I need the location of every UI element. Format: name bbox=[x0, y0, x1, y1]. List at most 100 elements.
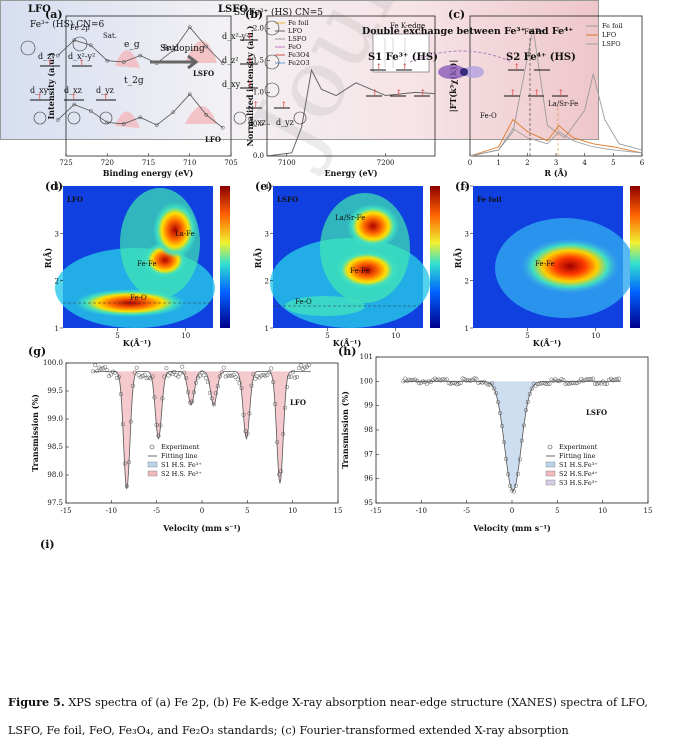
experiment-point bbox=[223, 374, 228, 379]
x-axis-label: Energy (eV) bbox=[324, 168, 377, 178]
experiment-point bbox=[283, 405, 288, 410]
xps-point bbox=[55, 53, 60, 58]
y-tick-label: 95 bbox=[364, 499, 373, 507]
xps-point bbox=[105, 58, 110, 63]
y-tick-label: 98.5 bbox=[47, 443, 63, 451]
experiment-point bbox=[213, 391, 218, 396]
ft-series-group bbox=[469, 28, 643, 157]
legend-entry: Experiment bbox=[161, 443, 200, 451]
experiment-point bbox=[251, 372, 256, 377]
experiment-point bbox=[476, 380, 481, 385]
x-tick-label: 0 bbox=[510, 507, 514, 515]
experiment-point bbox=[478, 379, 483, 385]
double-exchange-title: Double exchange between Fe³⁺ and Fe⁴⁺ bbox=[362, 26, 574, 37]
panel-label-c: (c) bbox=[448, 8, 466, 21]
x-tick-label: 705 bbox=[224, 159, 237, 167]
panel-label-e: (e) bbox=[255, 180, 273, 193]
experiment-point bbox=[190, 399, 195, 404]
svg-text:↑: ↑ bbox=[246, 81, 254, 91]
experiment-point bbox=[101, 366, 106, 371]
experiment-point bbox=[296, 366, 301, 371]
svg-text:↑: ↑ bbox=[513, 63, 521, 73]
xanes-chart: (b) Normalized intensity (a.u.) Energy (… bbox=[245, 8, 440, 178]
heatmap-title: Fe foil bbox=[477, 195, 502, 204]
experiment-point bbox=[150, 374, 155, 379]
experiment-point bbox=[227, 373, 232, 378]
lasrfe-hotspot bbox=[347, 204, 399, 248]
figure-caption: Figure 5. XPS spectra of (a) Fe 2p, (b) … bbox=[8, 688, 680, 745]
experiment-point bbox=[527, 391, 532, 396]
scheme-lsfo-title: LSFO bbox=[218, 4, 249, 15]
x-tick-label: 6 bbox=[640, 159, 645, 167]
svg-text:↑: ↑ bbox=[246, 57, 254, 67]
eg-label: e_g bbox=[124, 40, 140, 50]
experiment-point bbox=[517, 457, 522, 462]
experiment-point bbox=[616, 376, 621, 381]
experiment-point bbox=[407, 377, 412, 382]
experiment-point bbox=[152, 395, 157, 400]
experiment-point bbox=[215, 384, 220, 389]
experiment-point bbox=[502, 440, 507, 445]
svg-text:↑: ↑ bbox=[36, 93, 44, 103]
experiment-point bbox=[565, 381, 570, 386]
fefe-hotspot bbox=[335, 250, 399, 290]
legend-entry: S1 H.S.Fe³⁺ bbox=[559, 461, 598, 469]
experiment-point bbox=[587, 377, 592, 382]
experiment-point bbox=[209, 396, 214, 401]
experiment-point bbox=[458, 380, 463, 386]
x-tick-label: 710 bbox=[183, 159, 196, 167]
x-tick-label: 5 bbox=[115, 332, 119, 340]
experiment-point bbox=[263, 373, 268, 378]
experiment-point bbox=[166, 373, 171, 378]
feo-label: Fe-O bbox=[480, 112, 497, 120]
eg-level-2: d_x²-y² bbox=[68, 52, 96, 61]
sample-label: LSFO bbox=[586, 408, 607, 417]
experiment-point bbox=[140, 373, 145, 378]
experiment-point bbox=[598, 381, 604, 386]
experiment-point bbox=[591, 376, 596, 381]
x-tick-label: 5 bbox=[325, 332, 329, 340]
experiment-point bbox=[91, 369, 96, 374]
y-axis-label: R(Å) bbox=[453, 248, 463, 269]
experiment-point bbox=[602, 381, 608, 387]
svg-text:↑: ↑ bbox=[371, 89, 379, 99]
y-tick-label: 2 bbox=[465, 278, 469, 286]
legend-entry: S2 H.S.Fe⁴⁺ bbox=[559, 470, 598, 478]
experiment-point bbox=[108, 372, 114, 377]
experiment-point bbox=[130, 383, 135, 388]
lsfo-level-4: d_xz bbox=[248, 118, 266, 127]
experiment-point bbox=[424, 381, 429, 386]
experiment-point bbox=[265, 373, 270, 378]
experiment-point bbox=[294, 374, 300, 380]
experiment-point bbox=[525, 399, 530, 404]
x-tick-label: 715 bbox=[142, 159, 155, 167]
y-tick-label: 3 bbox=[265, 230, 269, 238]
experiment-point bbox=[132, 370, 137, 375]
experiment-point bbox=[142, 372, 147, 377]
legend-entry: S1 H.S. Fe³⁺ bbox=[161, 461, 202, 469]
s2-label: S2 Fe⁴⁺ (HS) bbox=[506, 52, 576, 63]
xps-point bbox=[171, 48, 176, 53]
xps-line-lsfo bbox=[57, 26, 224, 64]
x-tick-label: -5 bbox=[463, 507, 470, 515]
fefe-label: Fe-Fe bbox=[137, 260, 157, 268]
t2g-level-1: d_xy bbox=[30, 86, 49, 95]
xps-series-group bbox=[55, 25, 225, 130]
experiment-point bbox=[488, 382, 493, 387]
y-tick-label: 100 bbox=[360, 377, 373, 385]
experiment-point bbox=[466, 378, 471, 383]
experiment-point bbox=[235, 377, 240, 382]
experiment-point bbox=[505, 472, 511, 477]
x-tick-label: 10 bbox=[591, 332, 600, 340]
experiment-point bbox=[267, 370, 272, 375]
plot-frame bbox=[65, 362, 339, 504]
ft-line-fe-foil bbox=[469, 28, 643, 157]
moss-plot bbox=[401, 376, 621, 494]
x-axis-label: K(Å⁻¹) bbox=[123, 338, 152, 348]
y-tick-label: 1.5 bbox=[253, 57, 264, 65]
xps-point bbox=[138, 53, 143, 58]
x-tick-label: 10 bbox=[288, 507, 297, 515]
experiment-point bbox=[470, 377, 475, 382]
